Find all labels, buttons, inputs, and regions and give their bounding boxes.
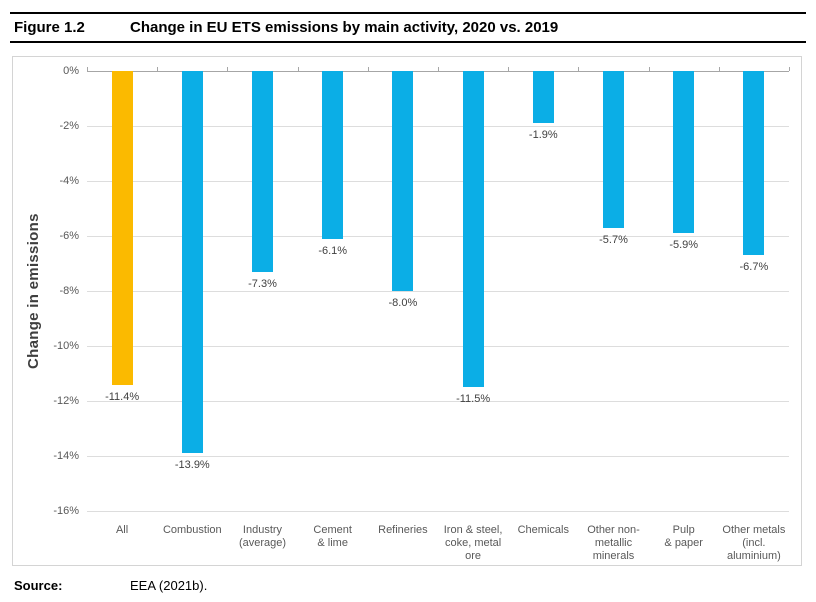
x-category-label-line: Chemicals [517, 524, 569, 536]
x-category-label-line: All [115, 524, 129, 536]
x-category-label-line: & lime [317, 537, 348, 549]
y-tick-label: -14% [53, 450, 79, 462]
x-category-label: Combustion [156, 524, 228, 537]
y-tick-label: -10% [53, 340, 79, 352]
category-axis-tick [87, 67, 88, 71]
x-category-label: Pulp & paper [648, 524, 720, 550]
bar-value-label: -6.7% [739, 261, 769, 274]
figure-title: Change in EU ETS emissions by main activ… [130, 19, 559, 36]
x-category-label-line: (average) [238, 537, 287, 549]
x-category-label-line: Cement [313, 524, 352, 536]
gridline [87, 346, 789, 347]
x-category-label-line: Other metals [722, 524, 786, 536]
y-tick-label: 0% [63, 65, 79, 77]
x-category-label: Industry (average) [227, 524, 299, 550]
y-tick-label: -8% [59, 285, 79, 297]
category-axis-tick [367, 67, 369, 71]
y-tick-label: -6% [59, 230, 79, 242]
chart-bar [673, 71, 695, 234]
chart-bar [462, 71, 484, 388]
chart-bar [392, 71, 414, 291]
x-category-label-line: metallic [594, 537, 633, 549]
chart-bar [252, 71, 273, 272]
gridline [87, 236, 789, 237]
category-axis-tick [157, 67, 159, 71]
bar-value-label: -11.4% [105, 390, 140, 403]
gridline [87, 456, 789, 457]
x-category-label-line: coke, metal [444, 537, 502, 549]
bar-value-label: -5.7% [599, 233, 628, 246]
category-axis-tick [438, 67, 439, 71]
bar-value-label: -5.9% [669, 239, 699, 252]
x-category-label-line: minerals [592, 550, 635, 562]
bar-value-label: -7.3% [248, 277, 277, 290]
x-category-label: Refineries [367, 524, 439, 537]
x-category-label: Iron & steel, coke, metal ore [437, 524, 509, 563]
x-category-label-line: aluminium) [726, 550, 781, 562]
gridline [87, 511, 789, 512]
x-category-label-line: & paper [664, 537, 703, 549]
x-category-label-line: Other non- [587, 524, 640, 536]
y-tick-label: -16% [53, 505, 79, 517]
zero-axis-line [87, 71, 789, 72]
y-tick-label: -2% [59, 120, 79, 132]
bar-value-label: -11.5% [456, 393, 491, 406]
category-axis-tick [508, 67, 510, 71]
x-category-label: Chemicals [507, 524, 579, 537]
bar-value-label: -8.0% [388, 297, 418, 309]
chart-bar [111, 71, 133, 385]
chart-frame: Change in emissions 0% -2% -4% -6% -8% -10% -1… [12, 56, 802, 566]
x-category-label: Other non-metallic minerals [578, 524, 650, 563]
gridline [87, 126, 789, 127]
x-category-label-line: (incl. [742, 537, 766, 549]
source-value: EEA (2021b). [130, 578, 208, 593]
x-category-label-line: Pulp [672, 524, 695, 536]
gridline [87, 401, 789, 402]
y-tick-label: -12% [53, 395, 79, 407]
category-axis-tick [227, 67, 229, 71]
bar-value-label: -13.9% [174, 459, 210, 472]
x-category-label-line: Industry [242, 524, 283, 536]
category-axis-tick [648, 67, 650, 71]
source-label: Source: [14, 578, 63, 593]
x-category-label: Cement & lime [297, 524, 369, 550]
chart-bar [603, 71, 624, 228]
x-category-label-line: ore [465, 550, 482, 562]
bar-value-label: -6.1% [318, 244, 348, 257]
x-category-label-line: Iron & steel, [443, 524, 503, 536]
y-tick-label: -4% [59, 175, 79, 187]
chart-bar [181, 71, 203, 454]
gridline [87, 291, 789, 292]
chart-bar [743, 71, 765, 256]
category-axis-tick [718, 67, 720, 71]
gridline [87, 181, 789, 182]
bar-value-label: -1.9% [528, 129, 558, 142]
header-bottom-rule [10, 41, 806, 43]
x-category-label-line: Refineries [378, 524, 428, 536]
chart-bar [322, 71, 344, 239]
category-axis-tick [789, 67, 790, 71]
header-top-rule [10, 12, 806, 14]
chart-bar [532, 71, 554, 124]
category-axis-tick [297, 67, 299, 71]
x-category-label-line: Combustion [162, 524, 222, 536]
x-category-label: Other metals (incl. aluminium) [718, 524, 790, 563]
x-category-label: All [86, 524, 158, 537]
category-axis-tick [578, 67, 580, 71]
figure-number-label: Figure 1.2 [14, 19, 85, 36]
